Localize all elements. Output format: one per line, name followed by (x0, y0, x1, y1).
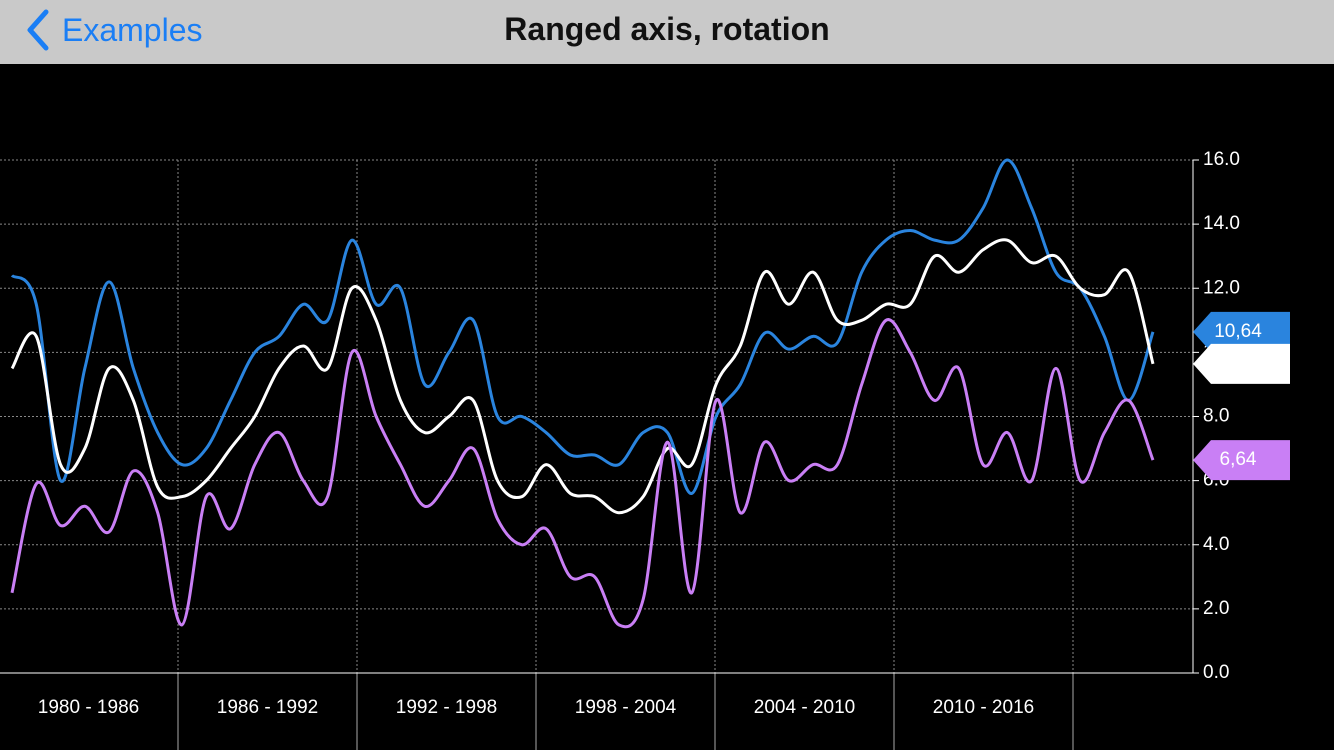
series-line (10, 158, 1155, 495)
x-tick-label: 2004 - 2010 (754, 697, 855, 718)
nav-bar: Ranged axis, rotation Examples (0, 0, 1334, 64)
y-tick-label: 12.0 (1203, 277, 1240, 298)
y-tick-label: 4.0 (1203, 534, 1229, 555)
nav-title: Ranged axis, rotation (504, 11, 830, 47)
y-tick-label: 2.0 (1203, 598, 1229, 619)
series-line (10, 238, 1155, 515)
value-tag (1193, 311, 1290, 352)
y-tick-label: 16.0 (1203, 149, 1240, 170)
x-tick-label: 2010 - 2016 (933, 697, 1034, 718)
value-label: 9,64 (1220, 353, 1257, 374)
x-tick-label: 1998 - 2004 (575, 697, 677, 718)
y-tick-label: 14.0 (1203, 213, 1240, 234)
x-tick-label: 1992 - 1998 (396, 697, 497, 718)
value-tag (1193, 343, 1290, 384)
series-line (10, 318, 1155, 629)
x-tick-label: 1986 - 1992 (217, 697, 318, 718)
value-tag (1193, 440, 1290, 481)
value-label: 6,64 (1220, 449, 1257, 470)
x-tick-label: 1980 - 1986 (38, 697, 139, 718)
back-chevron[interactable] (22, 8, 52, 52)
back-button[interactable]: Examples (62, 12, 203, 48)
value-label: 10,64 (1214, 321, 1262, 342)
y-tick-label: 8.0 (1203, 406, 1229, 427)
y-tick-label: 0.0 (1203, 662, 1229, 683)
